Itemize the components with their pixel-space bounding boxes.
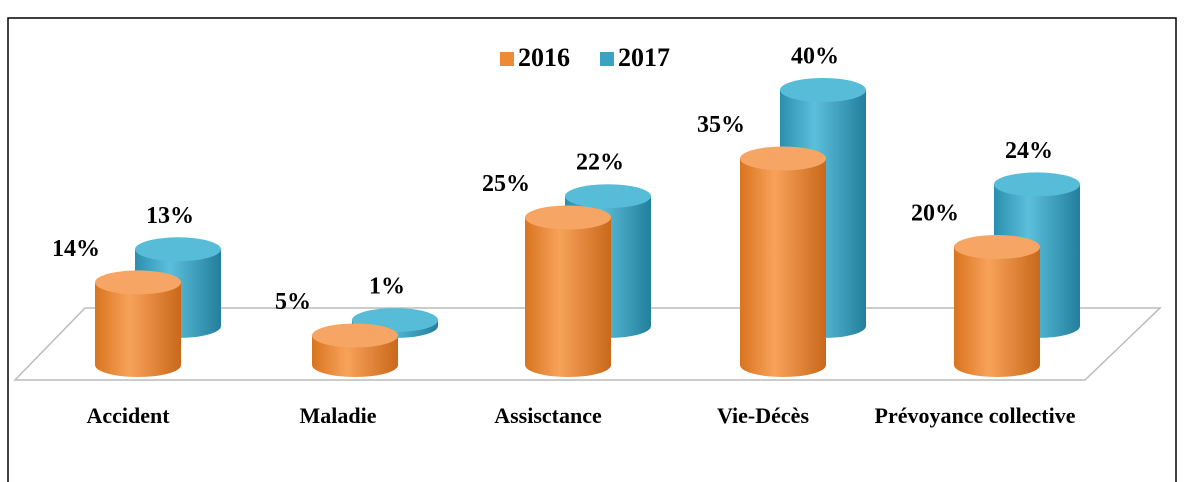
value-label: 5%	[275, 289, 311, 315]
cylinder-top	[565, 184, 651, 209]
category-label: Assisctance	[494, 403, 602, 428]
category-label: Maladie	[300, 403, 377, 428]
value-label: 1%	[369, 274, 405, 300]
cylinder	[95, 282, 181, 377]
legend-swatch	[600, 52, 614, 66]
cylinder	[525, 217, 611, 377]
cylinder-top	[135, 237, 221, 262]
value-label: 14%	[52, 236, 100, 262]
frame	[7, 17, 1177, 482]
value-label: 40%	[791, 44, 839, 70]
cylinder-top	[780, 78, 866, 102]
legend-label: 2016	[518, 43, 570, 72]
cylinder	[954, 247, 1040, 377]
cylinder-top	[312, 323, 398, 348]
cylinder-top	[994, 172, 1080, 197]
legend-label: 2017	[618, 43, 670, 72]
value-label: 35%	[697, 112, 745, 138]
cylinder-top	[525, 205, 611, 230]
value-label: 20%	[911, 201, 959, 227]
value-label: 24%	[1005, 138, 1053, 164]
category-label: Accident	[86, 403, 170, 428]
cylinder-top	[740, 146, 826, 171]
cylinder	[740, 158, 826, 377]
value-label: 22%	[576, 150, 624, 176]
cylinder-top	[954, 235, 1040, 259]
category-label: Prévoyance collective	[875, 403, 1076, 428]
category-label: Vie-Décès	[717, 403, 809, 428]
value-label: 25%	[482, 171, 530, 197]
cylinder-top	[95, 270, 181, 295]
legend-swatch	[500, 52, 514, 66]
value-label: 13%	[146, 203, 194, 229]
